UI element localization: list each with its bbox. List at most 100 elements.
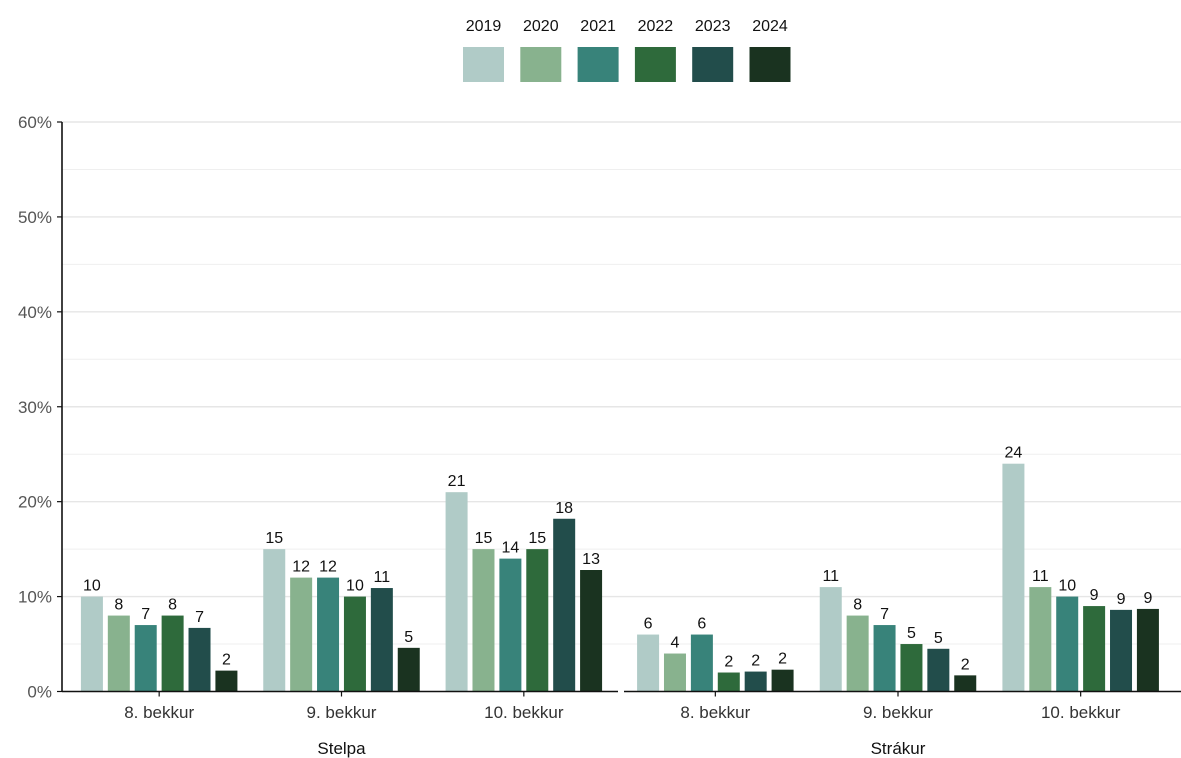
data-label: 15 [265, 530, 283, 547]
data-label: 18 [555, 500, 573, 517]
y-tick-label: 30% [18, 398, 52, 417]
legend-swatch [692, 47, 734, 82]
bar [553, 518, 576, 692]
panel-label: Stelpa [317, 739, 366, 758]
legend-swatch [577, 47, 619, 82]
bar [717, 672, 740, 692]
y-tick-label: 60% [18, 113, 52, 132]
bar [580, 570, 603, 692]
x-tick-label: 10. bekkur [1041, 703, 1121, 722]
y-axis: 0% 10% 20% 30% 40% 50% 60% [18, 113, 63, 702]
data-label: 7 [195, 609, 204, 626]
bar [215, 670, 238, 692]
data-label: 2 [724, 654, 733, 671]
bar [263, 549, 286, 692]
bar [1110, 609, 1133, 692]
data-label: 5 [404, 629, 413, 646]
bar [445, 492, 468, 692]
bar [188, 627, 211, 692]
bar [526, 549, 549, 692]
legend-swatch [749, 47, 791, 82]
data-label: 10 [346, 578, 364, 595]
y-tick-label: 20% [18, 493, 52, 512]
data-label: 5 [934, 630, 943, 647]
data-label: 24 [1005, 445, 1023, 462]
data-label: 10 [83, 578, 101, 595]
data-label: 8 [114, 597, 123, 614]
x-tick-label: 8. bekkur [680, 703, 750, 722]
bar [900, 644, 923, 692]
bar [1056, 596, 1079, 692]
bar [771, 669, 794, 692]
data-label: 6 [644, 616, 653, 633]
bar [472, 549, 495, 692]
bar [80, 596, 103, 692]
legend-label: 2019 [466, 18, 502, 35]
data-label: 6 [697, 616, 706, 633]
data-label: 11 [822, 568, 839, 585]
x-tick-label: 8. bekkur [124, 703, 194, 722]
data-label: 12 [319, 559, 337, 576]
bar [690, 634, 713, 692]
data-label: 9 [1117, 591, 1126, 608]
data-label: 7 [141, 606, 150, 623]
data-label: 2 [751, 653, 760, 670]
data-label: 2 [961, 656, 970, 673]
bar [954, 675, 977, 692]
data-label: 4 [671, 635, 680, 652]
bar [819, 587, 842, 692]
x-tick-label: 9. bekkur [863, 703, 933, 722]
y-tick-label: 50% [18, 208, 52, 227]
data-label: 15 [528, 530, 546, 547]
legend-swatch [520, 47, 562, 82]
legend-swatch [634, 47, 676, 82]
bar [846, 615, 869, 692]
y-tick-label: 40% [18, 303, 52, 322]
bar [927, 648, 950, 692]
y-tick-label: 10% [18, 588, 52, 607]
data-label: 5 [907, 625, 916, 642]
gridlines [62, 121, 1181, 645]
data-label: 7 [880, 606, 889, 623]
bar [107, 615, 130, 692]
bar [637, 634, 660, 692]
bar [370, 588, 393, 692]
data-label: 11 [374, 569, 391, 586]
x-axis: 8. bekkur 9. bekkur 10. bekkur Stelpa 8. bek… [62, 690, 1181, 758]
data-label: 21 [448, 473, 466, 490]
x-tick-label: 10. bekkur [484, 703, 564, 722]
data-label: 13 [582, 551, 600, 568]
data-label: 9 [1143, 590, 1152, 607]
legend-label: 2020 [523, 18, 559, 35]
y-tick-label: 0% [27, 683, 52, 702]
bar [499, 558, 522, 692]
data-label: 14 [501, 540, 519, 557]
bar [161, 615, 184, 692]
bar [343, 596, 366, 692]
data-label: 2 [778, 651, 787, 668]
legend: 2019 2020 2021 2022 2023 2024 [463, 18, 791, 82]
bar [1002, 463, 1025, 692]
bar [1029, 587, 1052, 692]
legend-label: 2021 [580, 18, 616, 35]
bar [1136, 608, 1159, 692]
x-tick-label: 9. bekkur [307, 703, 377, 722]
bar [1083, 606, 1106, 692]
data-label: 8 [853, 597, 862, 614]
legend-label: 2022 [638, 18, 674, 35]
bar [397, 647, 420, 692]
data-label: 12 [292, 559, 310, 576]
legend-label: 2024 [752, 18, 788, 35]
data-label: 8 [168, 597, 177, 614]
panel-label: Strákur [871, 739, 926, 758]
data-label: 10 [1058, 578, 1076, 595]
legend-label: 2023 [695, 18, 731, 35]
bar [317, 577, 340, 692]
data-label: 11 [1032, 568, 1049, 585]
legend-swatch [463, 47, 504, 82]
bar [290, 577, 313, 692]
data-label: 9 [1090, 587, 1099, 604]
bar [873, 625, 896, 692]
data-label: 15 [475, 530, 493, 547]
